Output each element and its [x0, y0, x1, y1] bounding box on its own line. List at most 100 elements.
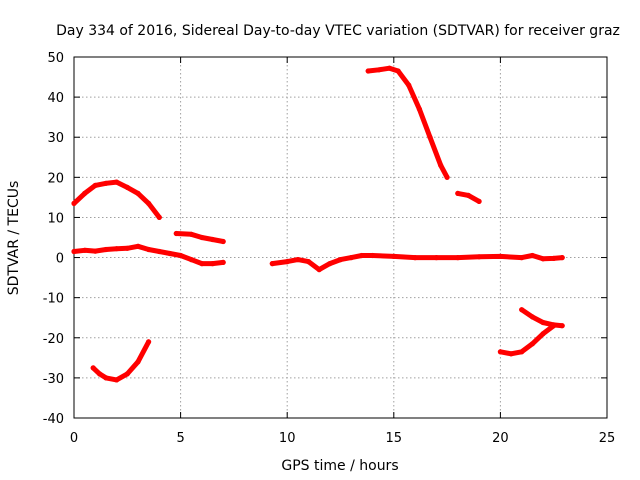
data-point [156, 214, 162, 220]
data-point [114, 246, 120, 252]
data-point [519, 349, 525, 355]
x-tick-label: 10 [279, 431, 296, 446]
data-point [269, 261, 275, 267]
x-tick-label: 20 [492, 431, 509, 446]
data-point [199, 234, 205, 241]
data-point [188, 257, 194, 263]
series-segment-arc-upper-early [71, 179, 162, 220]
data-point [103, 375, 109, 381]
data-point [167, 250, 173, 257]
data-point [220, 238, 226, 245]
data-point [337, 257, 344, 263]
data-point [497, 253, 503, 259]
data-point [406, 82, 412, 88]
data-series [71, 65, 565, 383]
plot-frame [73, 56, 608, 419]
data-point [376, 67, 382, 73]
data-point [114, 377, 120, 383]
data-point [188, 231, 194, 237]
y-tick-label: -30 [43, 372, 64, 387]
data-point [433, 255, 439, 261]
data-point [455, 190, 461, 196]
x-tick-labels: 0 5 10 15 20 25 [70, 431, 615, 446]
data-point [316, 267, 322, 273]
data-point [519, 255, 525, 261]
data-point [455, 255, 461, 261]
chart-title: Day 334 of 2016, Sidereal Day-to-day VTE… [56, 23, 620, 39]
data-point [476, 254, 482, 260]
data-point [178, 252, 184, 259]
data-point [146, 246, 152, 253]
data-point [146, 339, 152, 345]
y-axis-label: SDTVAR / TECUs [6, 181, 22, 296]
data-point [103, 180, 109, 186]
data-point [529, 252, 536, 259]
data-point [438, 162, 444, 168]
data-point [327, 261, 333, 267]
data-point [369, 252, 376, 259]
data-point [135, 243, 141, 249]
data-point [97, 371, 103, 377]
y-tick-label: 10 [47, 211, 64, 226]
y-tick-label: 0 [56, 252, 64, 267]
data-point [391, 253, 397, 259]
x-tick-label: 5 [176, 431, 184, 446]
data-point [348, 255, 354, 261]
data-point [519, 307, 525, 313]
data-point [124, 371, 130, 377]
y-tick-label: 30 [47, 131, 64, 146]
x-tick-label: 15 [386, 431, 403, 446]
y-tick-label: 20 [47, 171, 64, 186]
data-point [71, 200, 77, 206]
grid-lines [74, 57, 607, 418]
data-point [71, 248, 77, 255]
data-point [465, 192, 471, 198]
data-point [199, 261, 205, 267]
data-point [156, 248, 162, 255]
data-point [416, 106, 422, 112]
data-point [529, 314, 536, 320]
data-point [508, 351, 514, 357]
data-point [92, 248, 98, 254]
y-tick-label: 40 [47, 91, 64, 106]
y-tick-label: -10 [43, 292, 64, 307]
data-point [103, 246, 109, 253]
data-point [92, 182, 98, 188]
data-point [427, 134, 433, 140]
x-tick-label: 0 [70, 431, 78, 446]
data-point [82, 247, 88, 253]
series-segment-lower-late-1 [497, 323, 557, 357]
data-point [551, 322, 557, 328]
data-point [359, 252, 365, 259]
data-point [529, 341, 536, 347]
x-axis-label: GPS time / hours [281, 458, 398, 474]
data-point [82, 190, 88, 196]
data-point [220, 259, 226, 265]
data-point [305, 259, 312, 265]
data-point [90, 365, 96, 371]
data-point [559, 255, 565, 261]
data-point [295, 257, 301, 263]
data-point [412, 255, 418, 261]
y-tick-label: -40 [43, 412, 64, 427]
data-point [210, 236, 216, 243]
y-tick-label: -20 [43, 332, 64, 347]
data-point [444, 174, 450, 180]
data-point [146, 200, 152, 206]
data-point [135, 190, 141, 196]
data-point [551, 255, 557, 261]
data-point [476, 198, 482, 204]
data-point [559, 323, 565, 329]
data-point [124, 184, 130, 190]
data-point [124, 245, 130, 251]
y-tick-label: 50 [47, 51, 64, 66]
data-point [497, 349, 503, 355]
data-point [173, 230, 179, 237]
data-point [114, 179, 120, 185]
data-point [540, 256, 546, 262]
data-point [540, 331, 546, 337]
axis-ticks [73, 56, 608, 419]
data-point [284, 259, 290, 265]
data-point [386, 65, 393, 71]
